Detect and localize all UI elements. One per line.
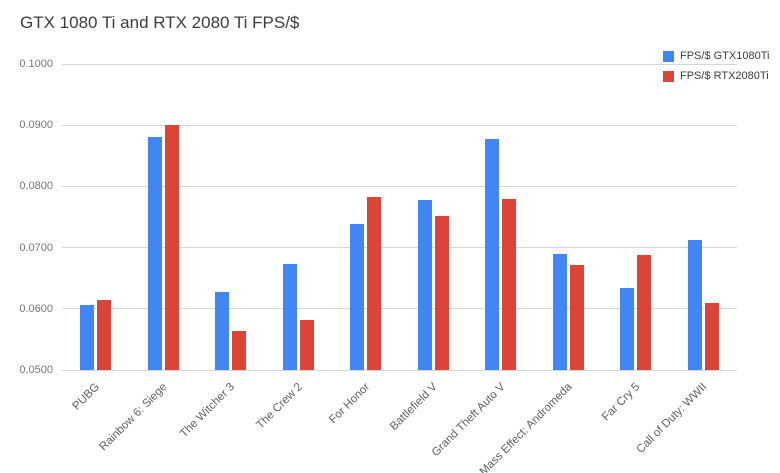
gridline — [62, 369, 737, 371]
x-axis-category-label: Rainbow 6: Siege — [97, 381, 170, 454]
gridline — [62, 63, 737, 65]
gridline — [62, 185, 737, 187]
y-axis-tick-label: 0.0600 — [19, 302, 53, 315]
gridline — [62, 124, 737, 126]
gridline — [62, 308, 737, 310]
bar-rtx2080ti[interactable] — [164, 125, 179, 370]
bar-gtx1080ti[interactable] — [687, 239, 702, 370]
y-axis-tick-label: 0.0800 — [19, 180, 53, 193]
legend-item-rtx2080ti[interactable]: FPS/$ RTX2080Ti — [663, 70, 769, 82]
y-axis-tick-label: 0.0700 — [19, 241, 53, 254]
x-axis-category-label: The Witcher 3 — [178, 381, 238, 441]
bar-rtx2080ti[interactable] — [367, 196, 382, 370]
bar-gtx1080ti[interactable] — [417, 200, 432, 370]
bar-gtx1080ti[interactable] — [282, 263, 297, 370]
legend-label-gtx1080ti: FPS/$ GTX1080Ti — [680, 50, 770, 62]
legend-item-gtx1080ti[interactable]: FPS/$ GTX1080Ti — [663, 50, 769, 62]
y-axis-tick-label: 0.0500 — [19, 364, 53, 376]
bar-rtx2080ti[interactable] — [232, 331, 247, 370]
legend-swatch-red — [663, 70, 674, 82]
gridline — [62, 247, 737, 249]
legend-swatch-blue — [663, 50, 674, 62]
bar-gtx1080ti[interactable] — [215, 291, 230, 370]
chart-title: GTX 1080 Ti and RTX 2080 Ti FPS/$ — [20, 13, 300, 32]
x-axis-category-label: Battlefield V — [387, 381, 440, 433]
x-axis-category-label: Call of Duty: WWII — [634, 381, 710, 456]
bar-gtx1080ti[interactable] — [147, 137, 162, 370]
y-axis-tick-label: 0.1000 — [19, 58, 53, 70]
bar-rtx2080ti[interactable] — [704, 303, 719, 370]
x-axis-category-label: PUBG — [70, 381, 103, 413]
bar-gtx1080ti[interactable] — [350, 223, 365, 370]
x-axis-category-label: The Crew 2 — [254, 381, 305, 432]
bar-rtx2080ti[interactable] — [299, 319, 314, 370]
bar-gtx1080ti[interactable] — [620, 287, 635, 370]
bar-gtx1080ti[interactable] — [80, 304, 95, 370]
bar-rtx2080ti[interactable] — [637, 254, 652, 370]
x-axis-category-label: Grand Theft Auto V — [429, 381, 508, 459]
legend-label-rtx2080ti: FPS/$ RTX2080Ti — [680, 70, 769, 82]
x-axis-category-label: For Honor — [327, 381, 373, 427]
bar-rtx2080ti[interactable] — [434, 215, 449, 370]
bar-gtx1080ti[interactable] — [552, 253, 567, 370]
x-axis-category-label: Far Cry 5 — [599, 381, 643, 424]
bar-gtx1080ti[interactable] — [485, 139, 500, 370]
bar-rtx2080ti[interactable] — [569, 264, 584, 370]
legend: FPS/$ GTX1080Ti FPS/$ RTX2080Ti — [663, 50, 769, 90]
y-axis-tick-label: 0.0900 — [19, 119, 53, 132]
bar-rtx2080ti[interactable] — [97, 299, 112, 370]
bar-rtx2080ti[interactable] — [502, 198, 517, 370]
